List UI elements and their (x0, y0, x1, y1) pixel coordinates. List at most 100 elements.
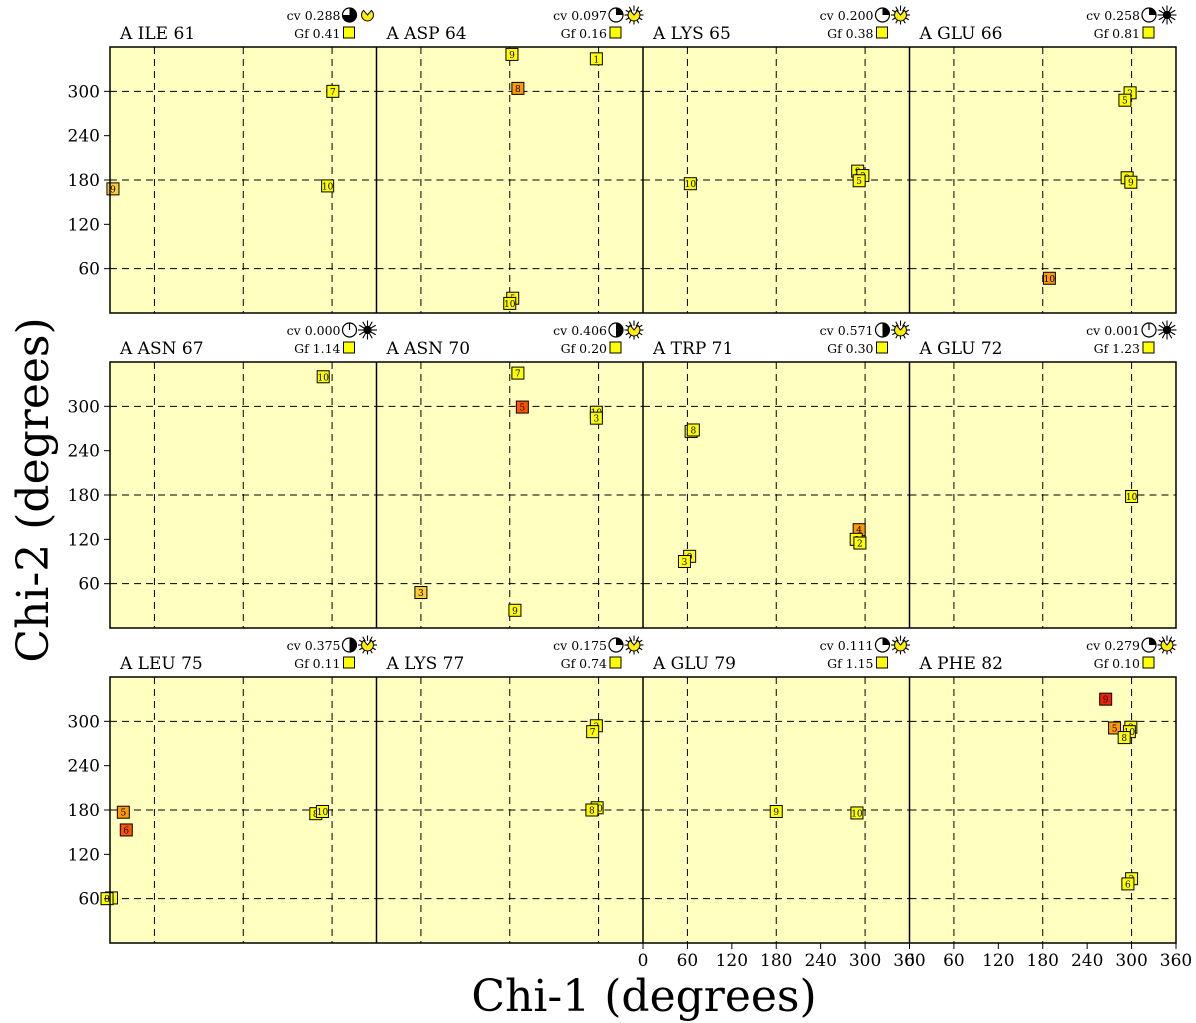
point-marker (1124, 175, 1138, 189)
data-point: 4 (852, 523, 866, 537)
gf-color-square (343, 26, 355, 39)
point-label: 9 (1128, 179, 1134, 189)
cv-value: cv 0.000 (287, 323, 341, 338)
y-tick-label: 60 (78, 260, 100, 280)
point-label: 7 (330, 88, 336, 98)
point-label: 9 (110, 185, 116, 195)
x-tick-label: 180 (760, 951, 792, 971)
x-tick-label: 360 (893, 951, 925, 971)
point-label: 2 (857, 540, 863, 550)
gf-value: Gf 0.10 (1094, 656, 1140, 671)
data-point: 6 (1121, 877, 1135, 891)
point-marker (414, 586, 428, 600)
data-point: 3 (414, 586, 428, 600)
cv-value: cv 0.375 (287, 638, 341, 653)
data-point: 8 (585, 803, 599, 817)
cv-value: cv 0.175 (553, 638, 607, 653)
data-point: 9 (505, 47, 519, 61)
point-label: 8 (515, 85, 521, 95)
point-marker (1108, 721, 1122, 735)
cv-value: cv 0.001 (1086, 323, 1140, 338)
y-tick-label: 180 (68, 171, 100, 191)
point-label: 5 (1112, 724, 1118, 734)
data-point: 10 (321, 179, 335, 193)
point-marker (1099, 692, 1113, 706)
point-label: 10 (317, 373, 329, 383)
panel-title: A TRP 71 (652, 339, 733, 359)
gf-value: Gf 1.14 (294, 341, 340, 356)
y-tick-label: 240 (68, 757, 100, 777)
point-marker (850, 806, 864, 820)
data-point: 10 (1042, 271, 1056, 285)
point-marker (1125, 489, 1139, 503)
data-point: 7 (586, 725, 600, 739)
point-label: 5 (1122, 97, 1128, 107)
y-tick-label: 300 (68, 397, 100, 417)
x-tick-label: 300 (1115, 951, 1147, 971)
cv-value: cv 0.406 (553, 323, 607, 338)
cv-value: cv 0.571 (820, 323, 874, 338)
point-marker (852, 174, 866, 188)
data-point: 10 (683, 177, 697, 191)
x-tick-label: 300 (849, 951, 881, 971)
cv-value: cv 0.279 (1086, 638, 1140, 653)
point-marker (503, 296, 517, 310)
point-label: 9 (512, 607, 518, 617)
panel-title: A LYS 65 (652, 24, 731, 44)
panel-title: A LEU 75 (119, 654, 203, 674)
point-label: 4 (856, 526, 862, 536)
data-point: 3 (677, 555, 691, 568)
y-tick-label: 120 (68, 215, 100, 235)
point-label: 9 (1103, 696, 1109, 706)
x-tick-label: 180 (1027, 951, 1059, 971)
point-marker (508, 603, 522, 617)
y-tick-label: 120 (68, 845, 100, 865)
point-label: 9 (509, 51, 515, 61)
point-label: 10 (1044, 275, 1056, 285)
data-point: 9 (106, 182, 120, 196)
cv-value: cv 0.200 (820, 8, 874, 23)
point-label: 10 (685, 180, 697, 190)
data-point: 5 (1108, 721, 1122, 735)
gf-color-square (876, 656, 888, 669)
cv-value: cv 0.258 (1086, 8, 1140, 23)
point-label: 10 (317, 808, 329, 818)
gf-value: Gf 0.74 (561, 656, 607, 671)
point-marker (119, 823, 133, 837)
point-label: 8 (589, 807, 595, 817)
point-label: 5 (120, 809, 126, 819)
y-tick-label: 180 (68, 486, 100, 506)
point-label: 10 (322, 182, 334, 192)
panel-title: A ASP 64 (386, 24, 467, 44)
panel-title: A ASN 70 (386, 339, 471, 359)
panel-title: A GLU 79 (652, 654, 736, 674)
data-point: 10 (850, 806, 864, 820)
panel-title: A GLU 66 (919, 24, 1003, 44)
data-point: 9 (1099, 692, 1113, 706)
data-point: 8 (686, 423, 700, 437)
y-tick-label: 60 (78, 890, 100, 910)
chart-panel: A ILE 61 cv 0.288 Gf 0.41 7 9 10 (106, 7, 377, 313)
point-marker (326, 84, 340, 98)
data-point: 8 (1117, 731, 1131, 745)
point-marker (511, 366, 525, 380)
data-point: 3 (589, 411, 603, 425)
point-label: 10 (851, 809, 863, 819)
point-marker (769, 804, 783, 818)
point-marker (589, 52, 603, 66)
x-axis-label: Chi-1 (degrees) (471, 971, 816, 1022)
data-point: 5 (116, 805, 130, 819)
data-point: 9 (769, 804, 783, 818)
chart-panel: A GLU 79 cv 0.111 Gf 1.15 9 10 (643, 635, 910, 943)
data-point: 7 (326, 84, 340, 98)
point-marker (1117, 731, 1131, 745)
gf-color-square (343, 656, 355, 669)
chart-panel: A GLU 72 cv 0.001 Gf 1.23 10 (909, 320, 1177, 628)
x-tick-label: 60 (677, 951, 699, 971)
chart-panel: A ASN 67 cv 0.000 Gf 1.14 10 (110, 320, 377, 628)
point-label: 6 (1125, 880, 1131, 890)
